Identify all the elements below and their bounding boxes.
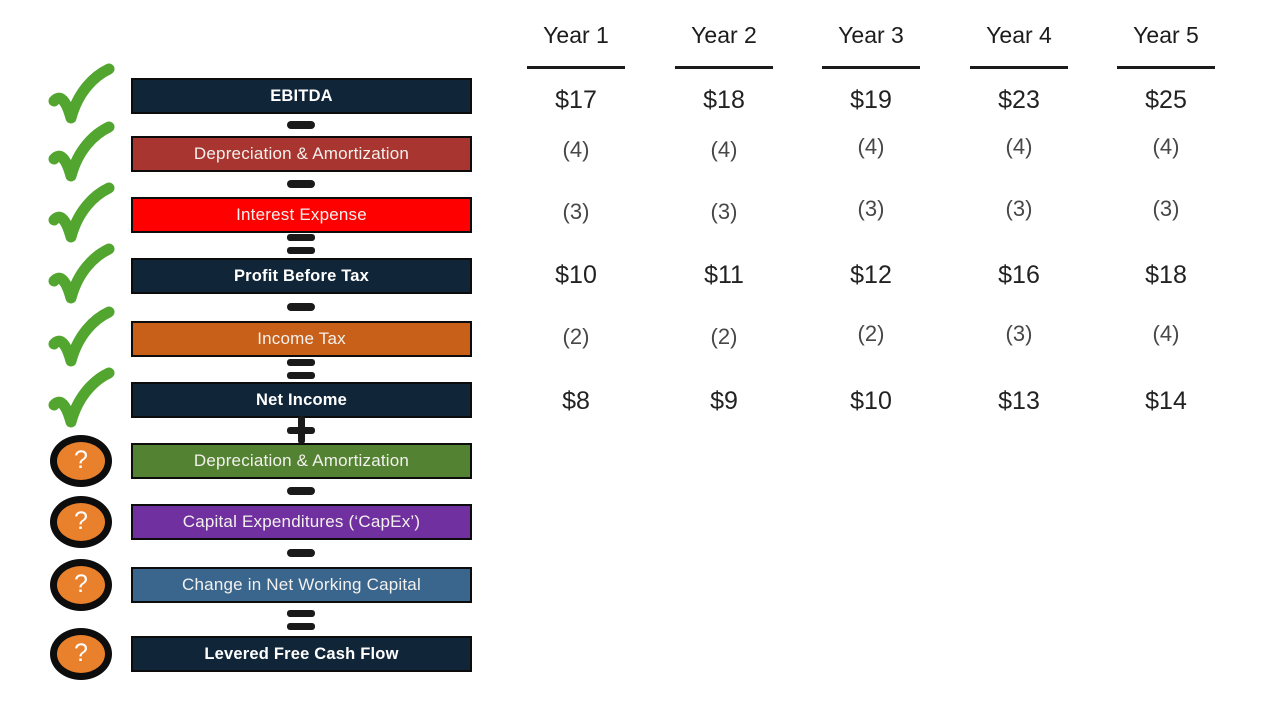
table-cell: (3) (710, 199, 738, 224)
table-cell: $14 (1145, 387, 1187, 415)
table-cell: (2) (710, 324, 738, 349)
minus-operator-icon (287, 303, 315, 311)
table-cell: (3) (562, 199, 590, 224)
table-cell: (4) (1152, 134, 1180, 159)
table-cell: (3) (857, 196, 885, 221)
question-icon: ? (50, 559, 112, 611)
table-cell: $9 (710, 387, 738, 415)
check-icon (48, 306, 115, 367)
table-cell: (4) (1152, 321, 1180, 346)
minus-operator-icon (287, 487, 315, 495)
minus-operator-icon (287, 549, 315, 557)
bar-depreciation-amortization: Depreciation & Amortization (131, 136, 472, 172)
check-icon (48, 182, 115, 243)
question-glyph: ? (74, 638, 88, 667)
column-underline (822, 66, 920, 69)
table-cell: $19 (850, 86, 892, 114)
question-glyph: ? (74, 445, 88, 474)
column-underline (527, 66, 625, 69)
table-cell: $8 (562, 387, 590, 415)
table-cell: $10 (850, 387, 892, 415)
question-icon: ? (50, 496, 112, 548)
column-underline (675, 66, 773, 69)
table-cell: $18 (1145, 261, 1187, 289)
question-icon: ? (50, 628, 112, 680)
plus-operator-icon (287, 416, 315, 444)
table-cell: $23 (998, 86, 1040, 114)
table-cell: $11 (704, 261, 744, 289)
bar-depreciation-amortization-addback: Depreciation & Amortization (131, 443, 472, 479)
bar-levered-free-cash-flow: Levered Free Cash Flow (131, 636, 472, 672)
table-cell: $12 (850, 261, 892, 289)
column-header-year1: Year 1 (543, 22, 609, 48)
column-underline (1117, 66, 1215, 69)
check-icon (48, 367, 115, 428)
table-cell: (4) (562, 137, 590, 162)
table-cell: (3) (1005, 196, 1033, 221)
question-glyph: ? (74, 569, 88, 598)
table-cell: (4) (1005, 134, 1033, 159)
column-header-year3: Year 3 (838, 22, 904, 48)
bar-income-tax: Income Tax (131, 321, 472, 357)
bar-change-net-working-capital: Change in Net Working Capital (131, 567, 472, 603)
equals-operator-icon (287, 234, 315, 254)
table-cell: (4) (710, 137, 738, 162)
table-cell: (2) (857, 321, 885, 346)
equals-operator-icon (287, 610, 315, 630)
bar-interest-expense: Interest Expense (131, 197, 472, 233)
check-icon (48, 63, 115, 124)
check-icon (48, 121, 115, 182)
equals-operator-icon (287, 359, 315, 379)
question-glyph: ? (74, 506, 88, 535)
table-cell: (2) (562, 324, 590, 349)
table-cell: (3) (1005, 321, 1033, 346)
bar-capital-expenditures: Capital Expenditures (‘CapEx’) (131, 504, 472, 540)
table-cell: $16 (998, 261, 1040, 289)
column-header-year2: Year 2 (691, 22, 757, 48)
bar-ebitda: EBITDA (131, 78, 472, 114)
table-cell: (3) (1152, 196, 1180, 221)
minus-operator-icon (287, 121, 315, 129)
table-cell: (4) (857, 134, 885, 159)
question-icon: ? (50, 435, 112, 487)
table-cell: $25 (1145, 86, 1187, 114)
column-header-year5: Year 5 (1133, 22, 1199, 48)
check-icon (48, 243, 115, 304)
table-cell: $18 (703, 86, 745, 114)
column-header-year4: Year 4 (986, 22, 1052, 48)
table-cell: $10 (555, 261, 597, 289)
column-underline (970, 66, 1068, 69)
table-cell: $13 (998, 387, 1040, 415)
table-cell: $17 (555, 86, 597, 114)
bar-profit-before-tax: Profit Before Tax (131, 258, 472, 294)
bar-net-income: Net Income (131, 382, 472, 418)
minus-operator-icon (287, 180, 315, 188)
